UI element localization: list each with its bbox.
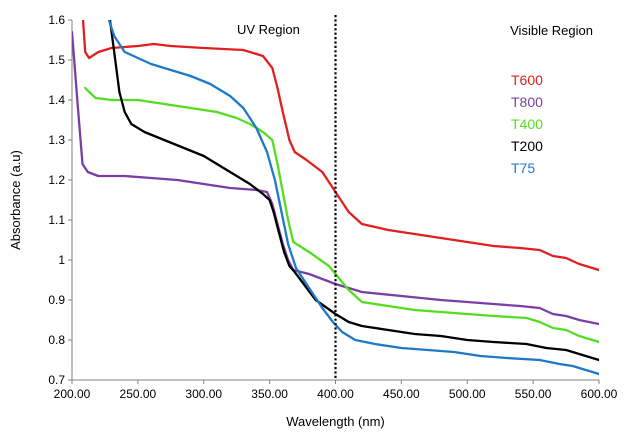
y-axis-title: Absorbance (a.u) xyxy=(8,150,23,250)
x-tick-label: 600.00 xyxy=(581,387,618,401)
series-line-t200 xyxy=(108,20,599,362)
legend-entry-t800: T800 xyxy=(511,94,543,110)
x-tick-label: 250.00 xyxy=(120,387,157,401)
x-tick-label: 200.00 xyxy=(54,387,91,401)
x-tick-label: 350.00 xyxy=(251,387,288,401)
series-line-t400 xyxy=(84,86,599,344)
legend: T600 T800 T400 T200 T75 xyxy=(511,72,543,176)
uv-region-label: UV Region xyxy=(237,22,300,37)
y-tick-label: 1.1 xyxy=(48,213,65,227)
x-tick-label: 500.00 xyxy=(449,387,486,401)
legend-entry-t600: T600 xyxy=(511,72,543,88)
axes: 0.7 0.8 0.9 1 1.1 1.2 1.3 1.4 1.5 1.6 200.00 250.00… xyxy=(8,13,618,429)
x-tick-label: 450.00 xyxy=(383,387,420,401)
y-tick-label: 1.6 xyxy=(48,13,65,27)
y-tick-label: 1.3 xyxy=(48,133,65,147)
y-tick-label: 0.7 xyxy=(48,373,65,387)
y-tick-label: 0.9 xyxy=(48,293,65,307)
series-line-t800 xyxy=(72,30,599,326)
y-tick-label: 1.4 xyxy=(48,93,65,107)
y-tick-label: 1.2 xyxy=(48,173,65,187)
y-tick-label: 1 xyxy=(58,253,65,267)
y-tick-label: 0.8 xyxy=(48,333,65,347)
series-line-t75 xyxy=(107,20,599,376)
y-tick-label: 1.5 xyxy=(48,53,65,67)
legend-entry-t400: T400 xyxy=(511,116,543,132)
series-layer xyxy=(72,20,599,376)
x-tick-label: 400.00 xyxy=(317,387,354,401)
legend-entry-t75: T75 xyxy=(511,160,535,176)
series-line-t600 xyxy=(81,20,599,272)
x-tick-label: 300.00 xyxy=(185,387,222,401)
x-axis-title: Wavelength (nm) xyxy=(286,414,385,429)
x-tick-label: 550.00 xyxy=(515,387,552,401)
visible-region-label: Visible Region xyxy=(510,23,593,38)
legend-entry-t200: T200 xyxy=(511,138,543,154)
annotations: UV Region Visible Region xyxy=(237,15,593,380)
